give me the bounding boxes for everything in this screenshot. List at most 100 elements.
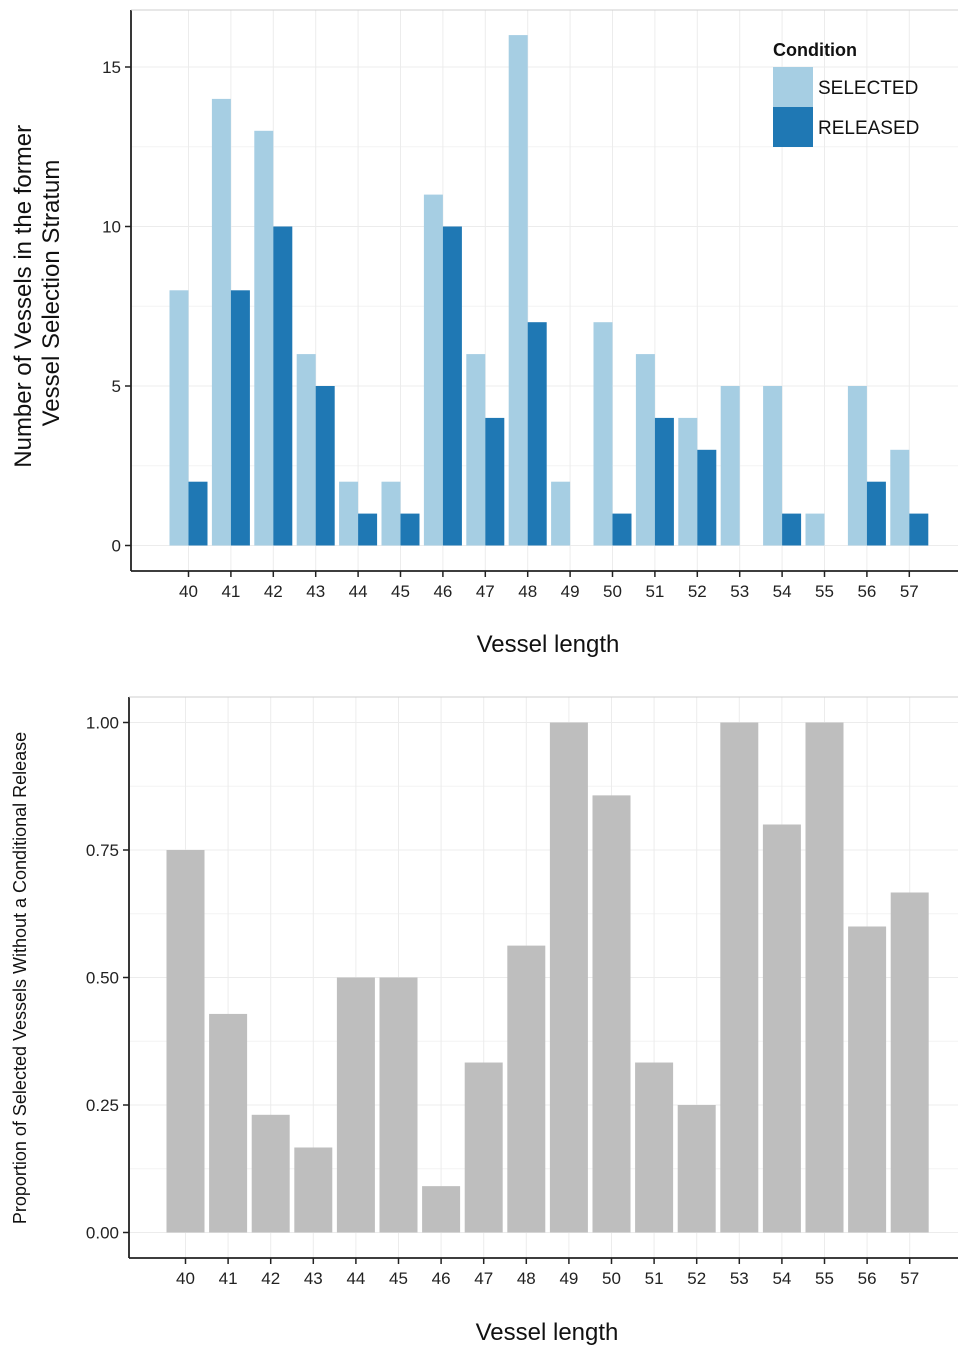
bar-released-40 [188,481,208,546]
bar-released-44 [358,513,378,546]
x-tick-label: 54 [772,1269,791,1288]
legend-label-released: RELEASED [818,118,919,139]
bar-selected-50 [593,322,613,546]
y-tick-label: 0.50 [86,969,119,988]
bar-released-42 [273,226,293,546]
x-tick-label: 52 [687,1269,706,1288]
vessel-count-y-axis-title-line-2: Vessel Selection Stratum [38,160,65,427]
bar-selected-52 [678,417,698,546]
bar-selected-44 [339,481,359,546]
proportion-bars [166,722,929,1233]
x-tick-label: 55 [815,1269,834,1288]
bar-selected-45 [381,481,401,546]
bar-selected-40 [169,290,189,546]
bar-selected-46 [423,194,443,546]
proportion-x-axis-title: Vessel length [476,1319,619,1346]
bar-proportion-41 [209,1013,248,1233]
bar-proportion-45 [379,977,418,1233]
bar-proportion-47 [464,1062,503,1233]
bar-proportion-43 [294,1147,333,1233]
y-tick-label: 0.25 [86,1096,119,1115]
bar-proportion-50 [592,795,631,1233]
x-tick-label: 46 [433,582,452,601]
y-tick-label: 0 [112,537,121,556]
x-tick-label: 43 [306,582,325,601]
bar-selected-42 [254,130,274,546]
bar-proportion-44 [336,977,375,1233]
bar-released-51 [654,417,674,546]
y-tick-label: 0.75 [86,841,119,860]
x-tick-label: 48 [517,1269,536,1288]
proportion-y-axis-title: Proportion of Selected Vessels Without a… [10,732,30,1224]
bar-proportion-54 [762,824,801,1233]
proportion-x-ticks: 40 41 42 43 44 45 46 47 48 49 50 51 52 53 54 55 56 57 [176,1258,919,1288]
bar-released-43 [315,386,335,546]
x-tick-label: 57 [900,582,919,601]
x-tick-label: 40 [179,582,198,601]
bar-released-48 [527,322,547,546]
bar-selected-49 [551,481,571,546]
x-tick-label: 57 [900,1269,919,1288]
bar-proportion-56 [848,926,887,1233]
legend-label-selected: SELECTED [818,78,918,99]
x-tick-label: 45 [391,582,410,601]
vessel-count-bars [169,35,929,546]
x-tick-label: 43 [304,1269,323,1288]
x-tick-label: 49 [559,1269,578,1288]
x-tick-label: 55 [815,582,834,601]
bar-selected-57 [890,449,910,546]
x-tick-label: 44 [349,582,368,601]
legend-swatch-released [773,107,813,147]
bar-proportion-57 [890,892,929,1233]
x-tick-label: 49 [561,582,580,601]
bar-released-45 [400,513,420,546]
bar-selected-51 [635,354,655,546]
bar-proportion-52 [677,1105,716,1233]
x-tick-label: 48 [518,582,537,601]
bar-proportion-42 [251,1114,290,1233]
x-tick-label: 41 [221,582,240,601]
x-tick-label: 47 [476,582,495,601]
bar-released-46 [442,226,462,546]
bar-selected-48 [508,35,528,546]
y-tick-label: 5 [112,377,121,396]
x-tick-label: 40 [176,1269,195,1288]
x-tick-label: 47 [474,1269,493,1288]
bar-proportion-46 [422,1186,461,1233]
x-tick-label: 53 [730,1269,749,1288]
bar-proportion-49 [549,722,588,1233]
y-tick-label: 10 [102,218,121,237]
bar-released-52 [697,449,717,546]
x-tick-label: 56 [857,582,876,601]
x-tick-label: 53 [730,582,749,601]
legend-swatch-selected [773,67,813,107]
bar-selected-47 [466,354,486,546]
x-tick-label: 52 [688,582,707,601]
vessel-count-chart: 0 5 10 15 40 41 42 43 44 45 46 47 48 49 50 51 52 53 54 55 5… [10,9,958,658]
bar-released-54 [782,513,802,546]
bar-selected-55 [805,513,825,546]
bar-proportion-53 [720,722,759,1233]
x-tick-label: 44 [346,1269,365,1288]
vessel-count-y-axis-title-line-1: Number of Vessels in the former [10,125,37,468]
vessel-count-x-ticks: 40 41 42 43 44 45 46 47 48 49 50 51 52 53 54 55 56 57 [179,571,919,601]
y-tick-label: 0.00 [86,1224,119,1243]
x-tick-label: 45 [389,1269,408,1288]
y-tick-label: 15 [102,58,121,77]
bar-selected-43 [296,354,316,546]
bar-released-56 [866,481,886,546]
bar-released-50 [612,513,632,546]
bar-proportion-51 [635,1062,674,1233]
bar-selected-41 [211,98,231,546]
bar-released-47 [485,417,505,546]
bar-selected-56 [847,386,867,546]
x-tick-label: 54 [773,582,792,601]
x-tick-label: 56 [858,1269,877,1288]
x-tick-label: 46 [432,1269,451,1288]
bar-selected-53 [720,386,740,546]
vessel-count-y-ticks: 0 5 10 15 [102,58,131,556]
x-tick-label: 51 [645,1269,664,1288]
proportion-chart: 0.000.250.500.751.00 40 41 42 43 44 45 46 47 48 4… [10,696,958,1346]
bar-released-41 [230,290,250,546]
